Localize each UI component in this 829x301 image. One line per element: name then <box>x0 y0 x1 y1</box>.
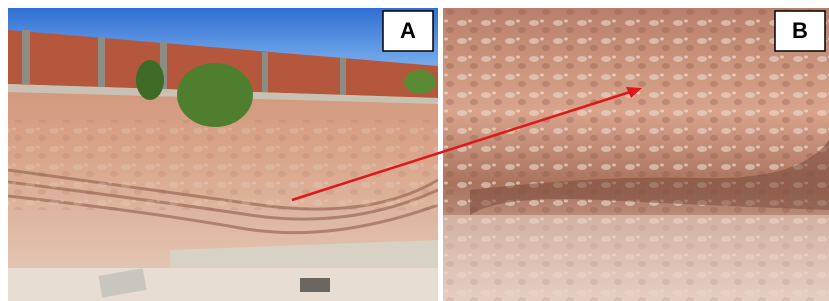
photo-a <box>8 8 438 301</box>
figure: A B <box>0 0 829 301</box>
page: A B (() => { const data = JSON.parse(doc… <box>0 0 829 301</box>
panel-label: B <box>792 18 808 43</box>
photo-b <box>443 8 829 301</box>
panel-label: A <box>400 18 416 43</box>
